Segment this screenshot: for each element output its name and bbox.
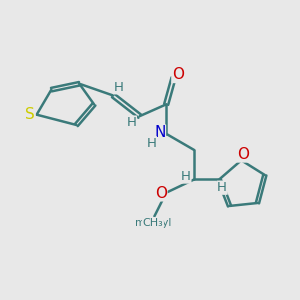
Text: H: H <box>181 170 191 183</box>
Text: O: O <box>155 186 167 201</box>
Text: CH₃: CH₃ <box>142 218 163 228</box>
Text: methyl: methyl <box>135 218 171 228</box>
Text: O: O <box>172 68 184 82</box>
Text: H: H <box>217 181 227 194</box>
Text: H: H <box>114 81 123 94</box>
Text: H: H <box>127 116 136 129</box>
Text: S: S <box>25 107 35 122</box>
Text: O: O <box>237 147 249 162</box>
Text: N: N <box>154 125 165 140</box>
Text: H: H <box>146 137 156 150</box>
